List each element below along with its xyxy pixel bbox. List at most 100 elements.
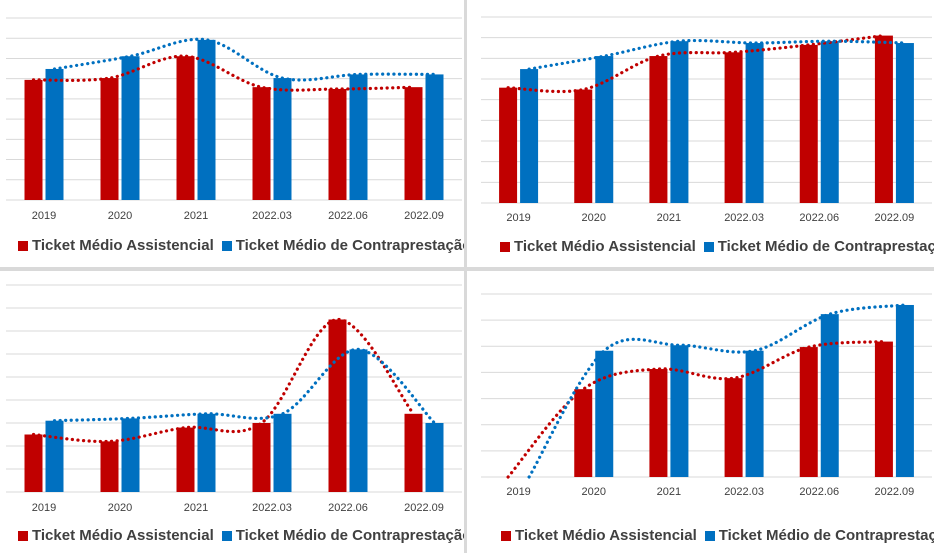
bar-contraprestacao: [745, 43, 764, 203]
legend-top-right: Ticket Médio Assistencial Ticket Médio d…: [500, 238, 934, 255]
bar-contraprestacao: [45, 420, 64, 492]
bar-assistencial: [100, 441, 119, 492]
chart-svg-top-right: 2019 2020 2021 2022.03 2022.06 2022.09: [481, 16, 932, 224]
legend-swatch-assistencial: [18, 530, 28, 541]
bar-contraprestacao: [121, 56, 140, 200]
legend-top-left: Ticket Médio Assistencial Ticket Médio d…: [18, 237, 464, 254]
x-tick-label: 2019: [506, 486, 530, 498]
legend-label-assistencial: Ticket Médio Assistencial: [32, 237, 214, 254]
bar-assistencial: [874, 341, 893, 477]
x-tick-label: 2022.09: [875, 212, 915, 224]
bar-assistencial: [724, 52, 743, 204]
x-tick-label: 2022.03: [252, 210, 292, 222]
legend-bottom-right: Ticket Médio Assistencial Ticket Médio d…: [501, 527, 934, 544]
trendline-contraprestacao: [527, 303, 907, 479]
bar-assistencial: [404, 413, 423, 492]
trendline-assistencial: [31, 54, 416, 92]
bar-assistencial: [874, 35, 893, 203]
x-tick-label: 2020: [582, 212, 606, 224]
bar-contraprestacao: [273, 413, 292, 492]
x-tick-label: 2022.06: [799, 486, 839, 498]
bar-contraprestacao: [197, 39, 216, 201]
legend-item-contraprestacao: Ticket Médio de Contraprestação: [221, 237, 464, 254]
bar-contraprestacao: [425, 74, 444, 200]
legend-label-contraprestacao: Ticket Médio de Contraprestação: [235, 237, 464, 254]
bar-contraprestacao: [45, 68, 64, 201]
legend-swatch-contraprestacao: [704, 530, 715, 541]
bar-assistencial: [649, 369, 668, 477]
x-tick-label: 2022.09: [404, 502, 444, 514]
chart-panel-bottom-left: 2019 2020 2021 2022.03 2022.06 2022.09 Ticket…: [0, 271, 464, 553]
bar-assistencial: [176, 56, 195, 200]
bar-contraprestacao: [121, 418, 140, 492]
bar-contraprestacao: [895, 43, 914, 203]
bar-assistencial: [574, 89, 593, 203]
legend-swatch-assistencial: [18, 240, 28, 251]
legend-swatch-contraprestacao: [221, 530, 232, 541]
x-tick-label: 2022.06: [799, 212, 839, 224]
bar-contraprestacao: [745, 350, 764, 477]
x-tick-label: 2020: [582, 486, 606, 498]
x-tick-label: 2022.09: [404, 210, 444, 222]
x-tick-label: 2019: [32, 502, 56, 514]
legend-swatch-contraprestacao: [221, 240, 232, 251]
legend-item-assistencial: Ticket Médio Assistencial: [501, 527, 697, 544]
x-tick-label: 2020: [108, 502, 132, 514]
bar-assistencial: [799, 44, 818, 204]
legend-item-assistencial: Ticket Médio Assistencial: [18, 527, 214, 544]
bar-contraprestacao: [895, 304, 914, 477]
bar-contraprestacao: [349, 349, 368, 492]
bar-contraprestacao: [820, 314, 839, 477]
bar-contraprestacao: [520, 69, 539, 203]
chart-svg-top-left: 2019 2020 2021 2022.03 2022.06 2022.09: [6, 17, 462, 222]
x-tick-label: 2022.03: [724, 486, 764, 498]
bar-assistencial: [328, 88, 347, 200]
bar-contraprestacao: [349, 74, 368, 200]
bar-contraprestacao: [595, 350, 614, 477]
bar-assistencial: [176, 427, 195, 492]
bar-assistencial: [649, 56, 668, 204]
x-tick-label: 2022.03: [252, 502, 292, 514]
bar-assistencial: [404, 87, 423, 200]
x-tick-label: 2021: [657, 486, 681, 498]
trendline-contraprestacao: [52, 347, 437, 425]
x-tick-label: 2021: [184, 210, 208, 222]
legend-bottom-left: Ticket Médio Assistencial Ticket Médio d…: [18, 527, 464, 544]
x-tick-label: 2021: [184, 502, 208, 514]
bar-assistencial: [328, 319, 347, 492]
bar-assistencial: [24, 79, 43, 200]
bar-assistencial: [100, 78, 119, 200]
legend-label-assistencial: Ticket Médio Assistencial: [515, 527, 697, 544]
chart-panel-bottom-right: 2019 2020 2021 2022.03 2022.06 2022.09 Ticket…: [467, 271, 934, 553]
x-tick-label: 2022.06: [328, 210, 368, 222]
legend-label-assistencial: Ticket Médio Assistencial: [32, 527, 214, 544]
bar-contraprestacao: [595, 56, 614, 204]
bar-assistencial: [252, 87, 271, 200]
chart-panel-top-right: 2019 2020 2021 2022.03 2022.06 2022.09 Ticket…: [467, 0, 934, 267]
bar-contraprestacao: [670, 345, 689, 477]
legend-swatch-contraprestacao: [703, 241, 714, 252]
bar-assistencial: [724, 378, 743, 477]
x-tick-label: 2019: [506, 212, 530, 224]
legend-swatch-assistencial: [500, 241, 510, 252]
bar-contraprestacao: [820, 41, 839, 204]
legend-item-assistencial: Ticket Médio Assistencial: [18, 237, 214, 254]
trendline-contraprestacao: [527, 38, 907, 71]
legend-item-assistencial: Ticket Médio Assistencial: [500, 238, 696, 255]
legend-label-contraprestacao: Ticket Médio de Contraprestação: [718, 527, 934, 544]
x-tick-label: 2019: [32, 210, 56, 222]
chart-svg-bottom-left: 2019 2020 2021 2022.03 2022.06 2022.09: [6, 284, 462, 514]
trendline-assistencial: [31, 317, 416, 444]
x-tick-label: 2022.06: [328, 502, 368, 514]
chart-panel-top-left: 2019 2020 2021 2022.03 2022.06 2022.09 Ticket…: [0, 0, 464, 267]
x-tick-label: 2022.03: [724, 212, 764, 224]
bar-assistencial: [799, 347, 818, 477]
legend-label-contraprestacao: Ticket Médio de Contraprestação: [235, 527, 464, 544]
bar-contraprestacao: [273, 78, 292, 200]
bar-assistencial: [574, 389, 593, 477]
legend-label-assistencial: Ticket Médio Assistencial: [514, 238, 696, 255]
trendline-assistencial: [506, 34, 886, 94]
legend-swatch-assistencial: [501, 530, 511, 541]
legend-item-contraprestacao: Ticket Médio de Contraprestação: [221, 527, 464, 544]
legend-item-contraprestacao: Ticket Médio de Contraprestação: [703, 238, 934, 255]
